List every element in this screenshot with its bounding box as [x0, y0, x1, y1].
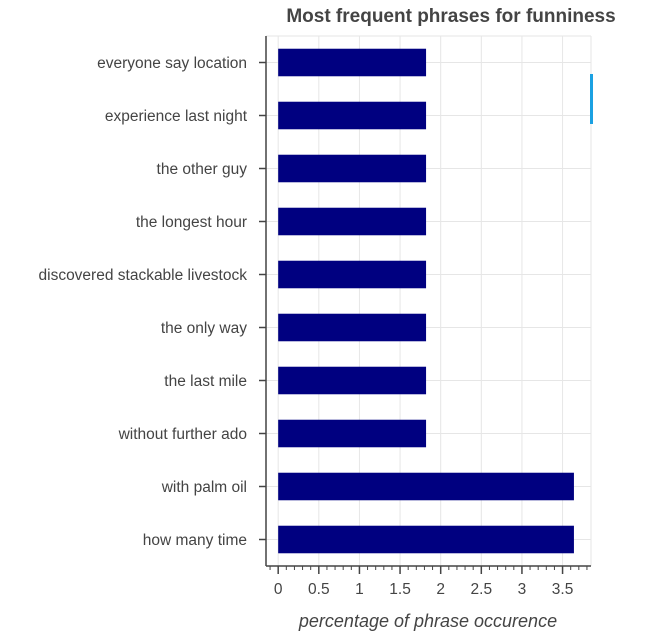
category-label: the last mile [164, 373, 247, 390]
bar [278, 101, 427, 130]
category-label: everyone say location [97, 55, 247, 72]
bar [278, 419, 427, 448]
x-axis-tick-labels: 0 0.5 1 1.5 2 2.5 3 3.5 [274, 581, 573, 598]
bar [278, 48, 427, 77]
x-tick-label: 1.5 [389, 581, 411, 598]
bar [278, 260, 427, 289]
category-label: how many time [143, 532, 247, 549]
toolbar-accent-marker [590, 74, 593, 124]
category-label: with palm oil [161, 479, 247, 496]
bar [278, 154, 427, 183]
x-tick-label: 3 [518, 581, 527, 598]
bar [278, 472, 574, 501]
category-label: the only way [161, 320, 247, 337]
y-axis-ticks [259, 61, 266, 541]
x-tick-label: 0 [274, 581, 283, 598]
category-label: the longest hour [136, 214, 247, 231]
x-tick-label: 1 [355, 581, 364, 598]
x-axis-label: percentage of phrase occurence [298, 611, 557, 631]
x-tick-label: 3.5 [552, 581, 574, 598]
category-label: discovered stackable livestock [39, 267, 248, 284]
category-label: the other guy [157, 161, 248, 178]
bar [278, 207, 427, 236]
x-tick-label: 2 [436, 581, 445, 598]
y-axis-labels: everyone say location experience last nig… [39, 55, 248, 549]
x-axis-ticks [269, 566, 588, 574]
bars [278, 48, 574, 554]
chart-title: Most frequent phrases for funniness [286, 6, 615, 27]
bar [278, 313, 427, 342]
category-label: experience last night [105, 108, 248, 125]
bar [278, 525, 574, 554]
x-tick-label: 0.5 [308, 581, 330, 598]
x-tick-label: 2.5 [471, 581, 493, 598]
category-label: without further ado [118, 426, 247, 443]
bar [278, 366, 427, 395]
